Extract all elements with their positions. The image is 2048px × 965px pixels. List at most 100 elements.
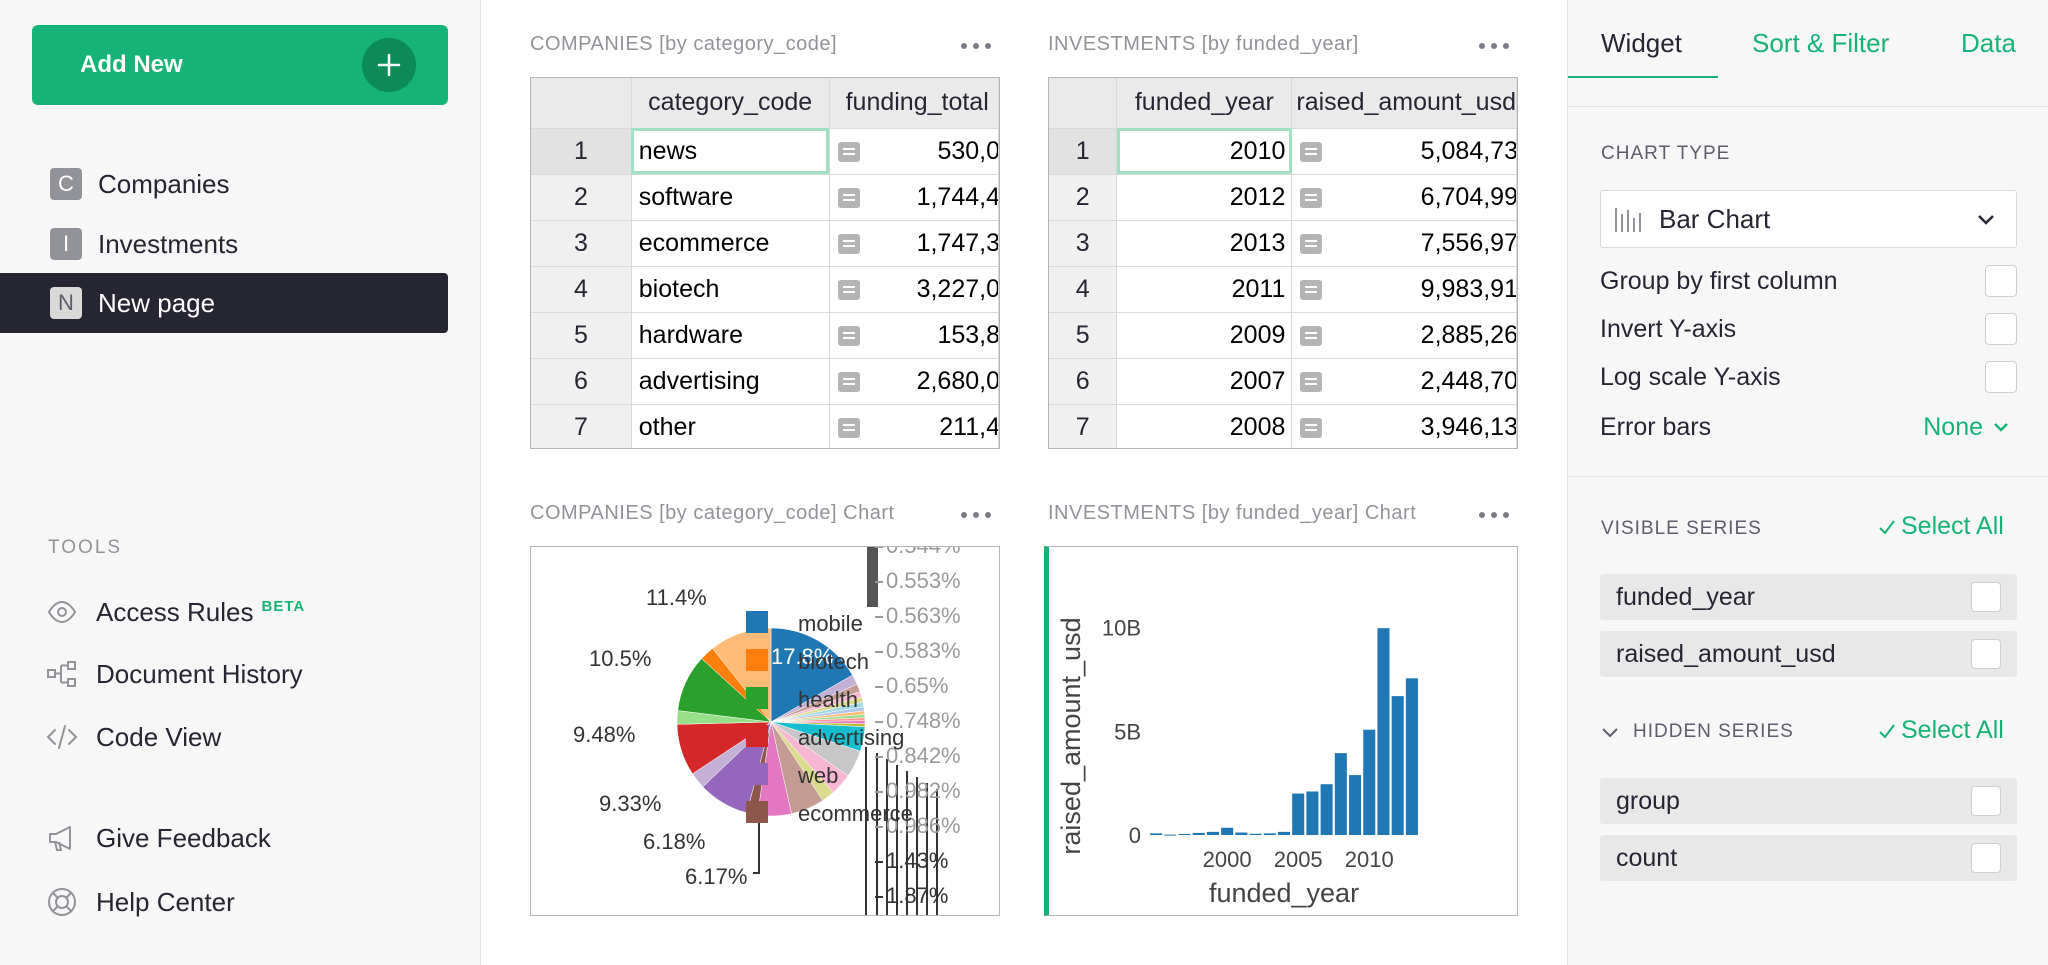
category-cell[interactable]: software <box>631 174 830 221</box>
formula-icon <box>1300 371 1323 392</box>
column-header-funded-year[interactable]: funded_year <box>1116 78 1293 129</box>
raised-amount-cell[interactable]: 5,084,73 <box>1291 128 1517 175</box>
table-row[interactable]: 7 2008 3,946,13 <box>1049 404 1517 448</box>
check-icon <box>1879 519 1895 535</box>
table-row[interactable]: 3 2013 7,556,97 <box>1049 220 1517 267</box>
visible-select-all-button[interactable]: Select All <box>1877 512 2004 541</box>
funded-year-cell[interactable]: 2007 <box>1116 358 1293 405</box>
invert-y-axis-checkbox[interactable] <box>1985 313 2017 345</box>
category-cell[interactable]: news <box>631 128 830 175</box>
bar-chart-icon <box>1615 208 1641 232</box>
investments-table-menu-icon[interactable] <box>1479 40 1509 52</box>
bar <box>1249 833 1262 835</box>
table-row[interactable]: 7 other 211,4 <box>531 404 999 448</box>
funded-year-cell[interactable]: 2009 <box>1116 312 1293 359</box>
page-item-new-page[interactable]: N New page <box>0 273 448 333</box>
funded-year-cell[interactable]: 2012 <box>1116 174 1293 221</box>
hidden-select-all-button[interactable]: Select All <box>1877 716 2004 745</box>
category-cell[interactable]: hardware <box>631 312 830 359</box>
funding-cell[interactable]: 1,744,4 <box>829 174 999 221</box>
slice-label: 9.33% <box>599 791 661 816</box>
bar <box>1320 784 1333 835</box>
funding-cell[interactable]: 530,0 <box>829 128 999 175</box>
funding-cell[interactable]: 211,4 <box>829 404 999 448</box>
category-cell[interactable]: advertising <box>631 358 830 405</box>
table-row[interactable]: 2 software 1,744,4 <box>531 174 999 221</box>
bar-chart-menu-icon[interactable] <box>1479 509 1509 521</box>
raised-amount-cell[interactable]: 2,885,26 <box>1291 312 1517 359</box>
page-item-companies[interactable]: C Companies <box>0 154 448 214</box>
pie-chart-menu-icon[interactable] <box>961 509 991 521</box>
series-row-group[interactable]: group <box>1600 778 2017 824</box>
category-cell[interactable]: ecommerce <box>631 220 830 267</box>
column-header-category-code[interactable]: category_code <box>631 78 830 129</box>
table-row[interactable]: 1 2010 5,084,73 <box>1049 128 1517 175</box>
access-rules-link[interactable]: Access Rules BETA <box>46 592 305 632</box>
table-row[interactable]: 2 2012 6,704,99 <box>1049 174 1517 221</box>
table-row[interactable]: 4 biotech 3,227,0 <box>531 266 999 313</box>
document-history-link[interactable]: Document History <box>46 654 303 694</box>
bar-chart-widget[interactable]: 0 5B 10B 2000 2005 2010 funded_year raised_amou… <box>1044 546 1518 916</box>
raised-amount-cell[interactable]: 6,704,99 <box>1291 174 1517 221</box>
slice-label: 0.65% <box>886 673 948 698</box>
funding-cell[interactable]: 1,747,3 <box>829 220 999 267</box>
series-row-count[interactable]: count <box>1600 835 2017 881</box>
series-checkbox[interactable] <box>1971 639 2001 669</box>
funded-year-cell[interactable]: 2013 <box>1116 220 1293 267</box>
formula-icon <box>837 233 860 254</box>
group-by-first-column-label: Group by first column <box>1600 266 1838 295</box>
investments-grid[interactable]: funded_year raised_amount_usd 1 2010 5,0… <box>1048 77 1518 449</box>
table-row[interactable]: 1 news 530,0 <box>531 128 999 175</box>
code-view-link[interactable]: Code View <box>46 717 221 757</box>
table-row[interactable]: 6 advertising 2,680,0 <box>531 358 999 405</box>
funded-year-cell[interactable]: 2011 <box>1116 266 1293 313</box>
raised-amount-cell[interactable]: 7,556,97 <box>1291 220 1517 267</box>
help-center-link[interactable]: Help Center <box>46 882 235 922</box>
series-checkbox[interactable] <box>1971 582 2001 612</box>
table-row[interactable]: 5 hardware 153,8 <box>531 312 999 359</box>
pie-chart-widget[interactable]: 0.544% 0.553% 0.563% 0.583% 0.65% 0.748% 0.842… <box>530 546 1000 916</box>
log-scale-checkbox[interactable] <box>1985 361 2017 393</box>
page-icon-companies: C <box>50 168 82 200</box>
series-checkbox[interactable] <box>1971 843 2001 873</box>
category-cell[interactable]: other <box>631 404 830 448</box>
column-header-raised-amount-usd[interactable]: raised_amount_usd <box>1291 78 1517 129</box>
pie-chart-title: COMPANIES [by category_code] Chart <box>530 502 895 524</box>
table-row[interactable]: 3 ecommerce 1,747,3 <box>531 220 999 267</box>
series-checkbox[interactable] <box>1971 786 2001 816</box>
raised-amount-cell[interactable]: 2,448,70 <box>1291 358 1517 405</box>
hidden-series-toggle[interactable]: HIDDEN SERIES <box>1601 721 1794 743</box>
page-label-new-page: New page <box>98 287 216 318</box>
tab-sort-filter[interactable]: Sort & Filter <box>1752 28 1890 58</box>
row-number: 4 <box>1049 266 1118 313</box>
raised-amount-cell[interactable]: 3,946,13 <box>1291 404 1517 448</box>
row-number: 7 <box>531 404 632 448</box>
tab-widget[interactable]: Widget <box>1601 28 1682 58</box>
add-new-label: Add New <box>80 51 183 78</box>
companies-grid[interactable]: category_code funding_total 1 news 530,0… <box>530 77 1000 449</box>
legend-label: ecommerce <box>798 801 913 826</box>
page-item-investments[interactable]: I Investments <box>0 214 448 274</box>
funded-year-cell[interactable]: 2008 <box>1116 404 1293 448</box>
error-bars-select[interactable]: None <box>1923 413 2009 442</box>
add-new-button[interactable]: Add New <box>32 25 448 105</box>
table-row[interactable]: 4 2011 9,983,91 <box>1049 266 1517 313</box>
megaphone-icon <box>49 826 71 851</box>
chart-type-select[interactable]: Bar Chart <box>1600 190 2017 248</box>
category-cell[interactable]: biotech <box>631 266 830 313</box>
give-feedback-link[interactable]: Give Feedback <box>46 818 271 858</box>
tab-data[interactable]: Data <box>1961 28 2016 58</box>
raised-amount-cell[interactable]: 9,983,91 <box>1291 266 1517 313</box>
table-row[interactable]: 6 2007 2,448,70 <box>1049 358 1517 405</box>
companies-table-menu-icon[interactable] <box>961 40 991 52</box>
series-row-raised-amount-usd[interactable]: raised_amount_usd <box>1600 631 2017 677</box>
group-by-first-column-checkbox[interactable] <box>1985 265 2017 297</box>
series-row-funded-year[interactable]: funded_year <box>1600 574 2017 620</box>
funding-cell[interactable]: 3,227,0 <box>829 266 999 313</box>
funding-cell[interactable]: 153,8 <box>829 312 999 359</box>
funded-year-cell[interactable]: 2010 <box>1116 128 1293 175</box>
column-header-funding-total[interactable]: funding_total <box>829 78 999 129</box>
table-row[interactable]: 5 2009 2,885,26 <box>1049 312 1517 359</box>
funding-cell[interactable]: 2,680,0 <box>829 358 999 405</box>
series-label: raised_amount_usd <box>1616 639 1836 668</box>
